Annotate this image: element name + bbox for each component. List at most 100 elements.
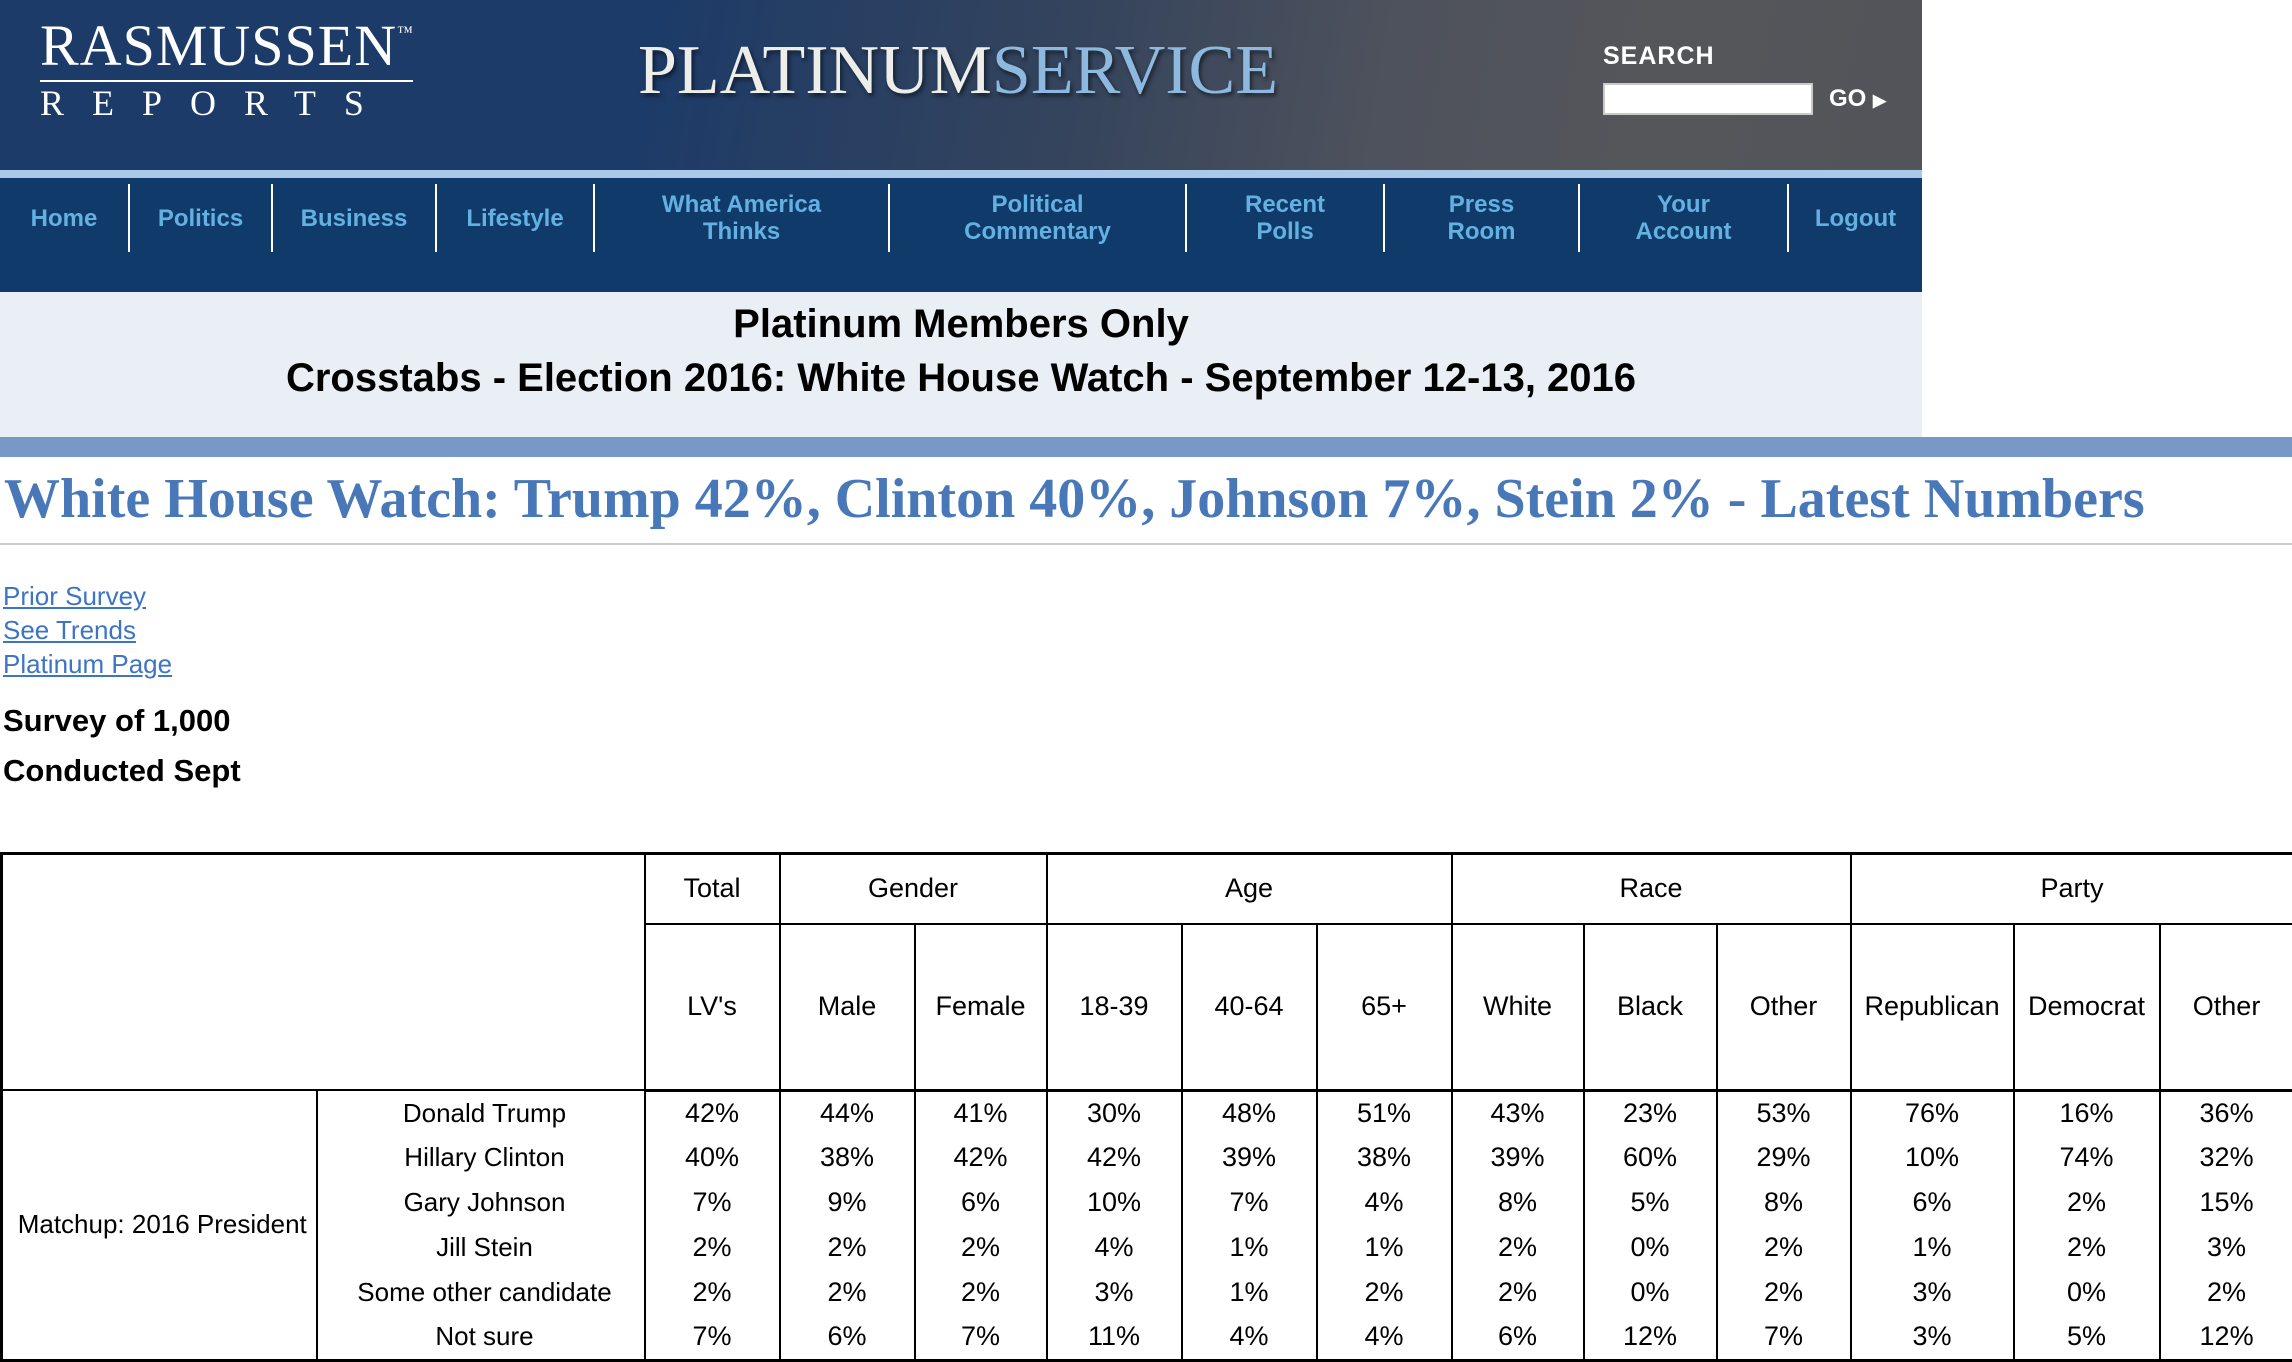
header-divider [0,170,1922,178]
trademark-symbol: ™ [397,24,413,41]
col-header-female: Female [915,924,1047,1090]
data-cell: 5% [2014,1315,2160,1360]
logo-line1: RASMUSSEN™ [40,14,413,82]
data-cell: 51% [1317,1090,1452,1135]
data-cell: 3% [1851,1270,2014,1315]
data-cell: 2% [645,1270,780,1315]
col-header-18-39: 18-39 [1047,924,1182,1090]
data-cell: 8% [1717,1180,1851,1225]
data-cell: 60% [1584,1135,1717,1180]
table-row: Jill Stein 2% 2% 2% 4% 1% 1% 2% 0% 2% 1%… [2,1225,2292,1270]
go-label: GO [1829,85,1866,112]
col-header-40-64: 40-64 [1182,924,1317,1090]
data-cell: 7% [645,1180,780,1225]
nav-item-what-america-thinks[interactable]: What America Thinks [593,184,888,252]
nav-item-home[interactable]: Home [0,184,128,252]
data-cell: 48% [1182,1090,1317,1135]
data-cell: 0% [1584,1225,1717,1270]
nav-item-political-commentary[interactable]: Political Commentary [888,184,1185,252]
brand-service-text: SERVICE [992,32,1278,109]
go-button[interactable]: GO ▶ [1829,85,1886,113]
nav-item-logout[interactable]: Logout [1787,184,1922,252]
col-header-republican: Republican [1851,924,2014,1090]
data-cell: 39% [1182,1135,1317,1180]
data-cell: 44% [780,1090,915,1135]
data-cell: 2% [2014,1225,2160,1270]
data-cell: 32% [2160,1135,2292,1180]
see-trends-link[interactable]: See Trends [3,617,136,644]
nav-item-lifestyle[interactable]: Lifestyle [435,184,593,252]
survey-date-text: Conducted Sept [3,746,2292,796]
group-header-race: Race [1452,853,1851,924]
data-cell: 1% [1182,1270,1317,1315]
col-header-male: Male [780,924,915,1090]
data-cell: 76% [1851,1090,2014,1135]
data-cell: 2% [2160,1270,2292,1315]
search-input[interactable] [1603,83,1813,115]
nav-item-your-account[interactable]: Your Account [1578,184,1787,252]
data-cell: 2% [780,1225,915,1270]
crosstabs-table: Total Gender Age Race Party LV's Male Fe… [0,852,2292,1362]
search-area: SEARCH GO ▶ [1603,42,1886,115]
candidate-label: Gary Johnson [317,1180,645,1225]
data-cell: 16% [2014,1090,2160,1135]
data-cell: 2% [1717,1270,1851,1315]
group-header-gender: Gender [780,853,1047,924]
data-cell: 0% [1584,1270,1717,1315]
data-cell: 7% [1717,1315,1851,1360]
row-group-label: Matchup: 2016 President [2,1090,317,1360]
data-cell: 11% [1047,1315,1182,1360]
members-only-heading: Platinum Members Only [0,300,1922,348]
data-cell: 30% [1047,1090,1182,1135]
nav-item-recent-polls[interactable]: Recent Polls [1185,184,1383,252]
col-header-lvs: LV's [645,924,780,1090]
nav-item-politics[interactable]: Politics [128,184,271,252]
candidate-label: Jill Stein [317,1225,645,1270]
prior-survey-link[interactable]: Prior Survey [3,583,146,610]
data-cell: 43% [1452,1090,1584,1135]
data-cell: 39% [1452,1135,1584,1180]
data-cell: 1% [1317,1225,1452,1270]
data-cell: 6% [1452,1315,1584,1360]
candidate-label: Not sure [317,1315,645,1360]
logo-line2: REPORTS [40,85,413,121]
members-banner: Platinum Members Only Crosstabs - Electi… [0,292,1922,437]
data-cell: 4% [1317,1180,1452,1225]
table-row: Gary Johnson 7% 9% 6% 10% 7% 4% 8% 5% 8%… [2,1180,2292,1225]
nav-item-press-room[interactable]: Press Room [1383,184,1578,252]
candidate-label: Some other candidate [317,1270,645,1315]
data-cell: 10% [1047,1180,1182,1225]
data-cell: 0% [2014,1270,2160,1315]
survey-size-text: Survey of 1,000 [3,696,2292,746]
data-cell: 3% [1047,1270,1182,1315]
table-row: Some other candidate 2% 2% 2% 3% 1% 2% 2… [2,1270,2292,1315]
data-cell: 40% [645,1135,780,1180]
data-cell: 41% [915,1090,1047,1135]
data-cell: 1% [1851,1225,2014,1270]
nav-item-business[interactable]: Business [271,184,435,252]
survey-info: Survey of 1,000 Conducted Sept [0,696,2292,796]
data-cell: 8% [1452,1180,1584,1225]
rasmussen-reports-logo[interactable]: RASMUSSEN™ REPORTS [40,14,413,121]
data-cell: 2% [645,1225,780,1270]
col-header-party-other: Other [2160,924,2292,1090]
horizontal-rule [0,437,2292,457]
data-cell: 15% [2160,1180,2292,1225]
data-cell: 6% [1851,1180,2014,1225]
data-cell: 3% [2160,1225,2292,1270]
table-row: Not sure 7% 6% 7% 11% 4% 4% 6% 12% 7% 3%… [2,1315,2292,1360]
group-header-total: Total [645,853,780,924]
data-cell: 38% [780,1135,915,1180]
page-title: White House Watch: Trump 42%, Clinton 40… [0,457,2292,545]
table-row: Matchup: 2016 President Donald Trump 42%… [2,1090,2292,1135]
candidate-label: Donald Trump [317,1090,645,1135]
survey-links: Prior Survey See Trends Platinum Page [0,583,2292,678]
data-cell: 7% [645,1315,780,1360]
data-cell: 38% [1317,1135,1452,1180]
search-label: SEARCH [1603,42,1886,71]
data-cell: 23% [1584,1090,1717,1135]
data-cell: 2% [780,1270,915,1315]
col-header-white: White [1452,924,1584,1090]
group-header-party: Party [1851,853,2292,924]
platinum-page-link[interactable]: Platinum Page [3,651,172,678]
